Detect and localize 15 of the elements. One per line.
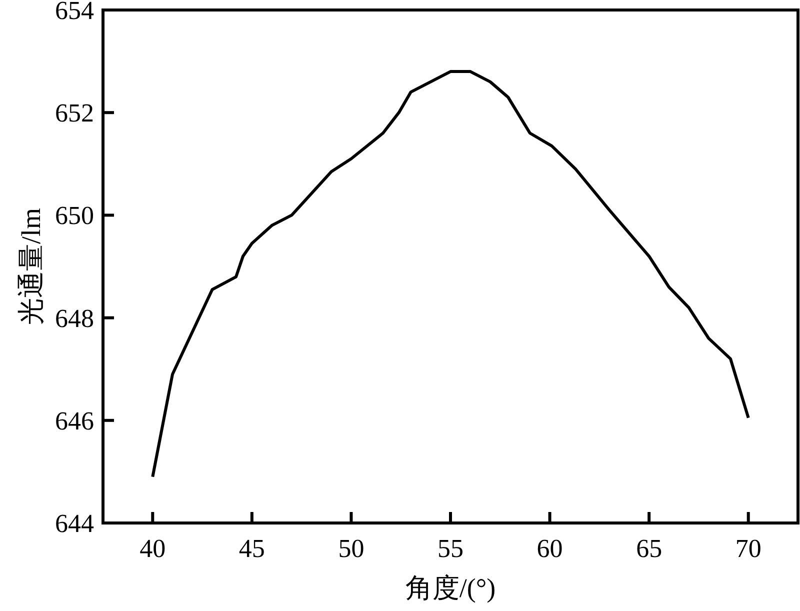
y-tick-label: 646 xyxy=(55,406,94,436)
x-tick-label: 40 xyxy=(140,534,166,563)
x-tick-label: 60 xyxy=(536,534,563,563)
y-tick-label: 650 xyxy=(55,201,94,230)
x-tick-label: 45 xyxy=(238,534,265,563)
y-tick-label: 652 xyxy=(55,98,94,128)
x-axis-title: 角度/(°) xyxy=(405,573,496,603)
y-axis-title: 光通量/lm xyxy=(16,208,46,326)
y-tick-label: 654 xyxy=(55,0,94,25)
x-tick-label: 50 xyxy=(338,534,364,563)
x-tick-label: 70 xyxy=(735,534,762,563)
x-tick-label: 65 xyxy=(636,534,662,563)
x-tick-label: 55 xyxy=(438,534,464,563)
y-tick-label: 644 xyxy=(55,509,94,538)
y-tick-label: 648 xyxy=(55,304,94,333)
